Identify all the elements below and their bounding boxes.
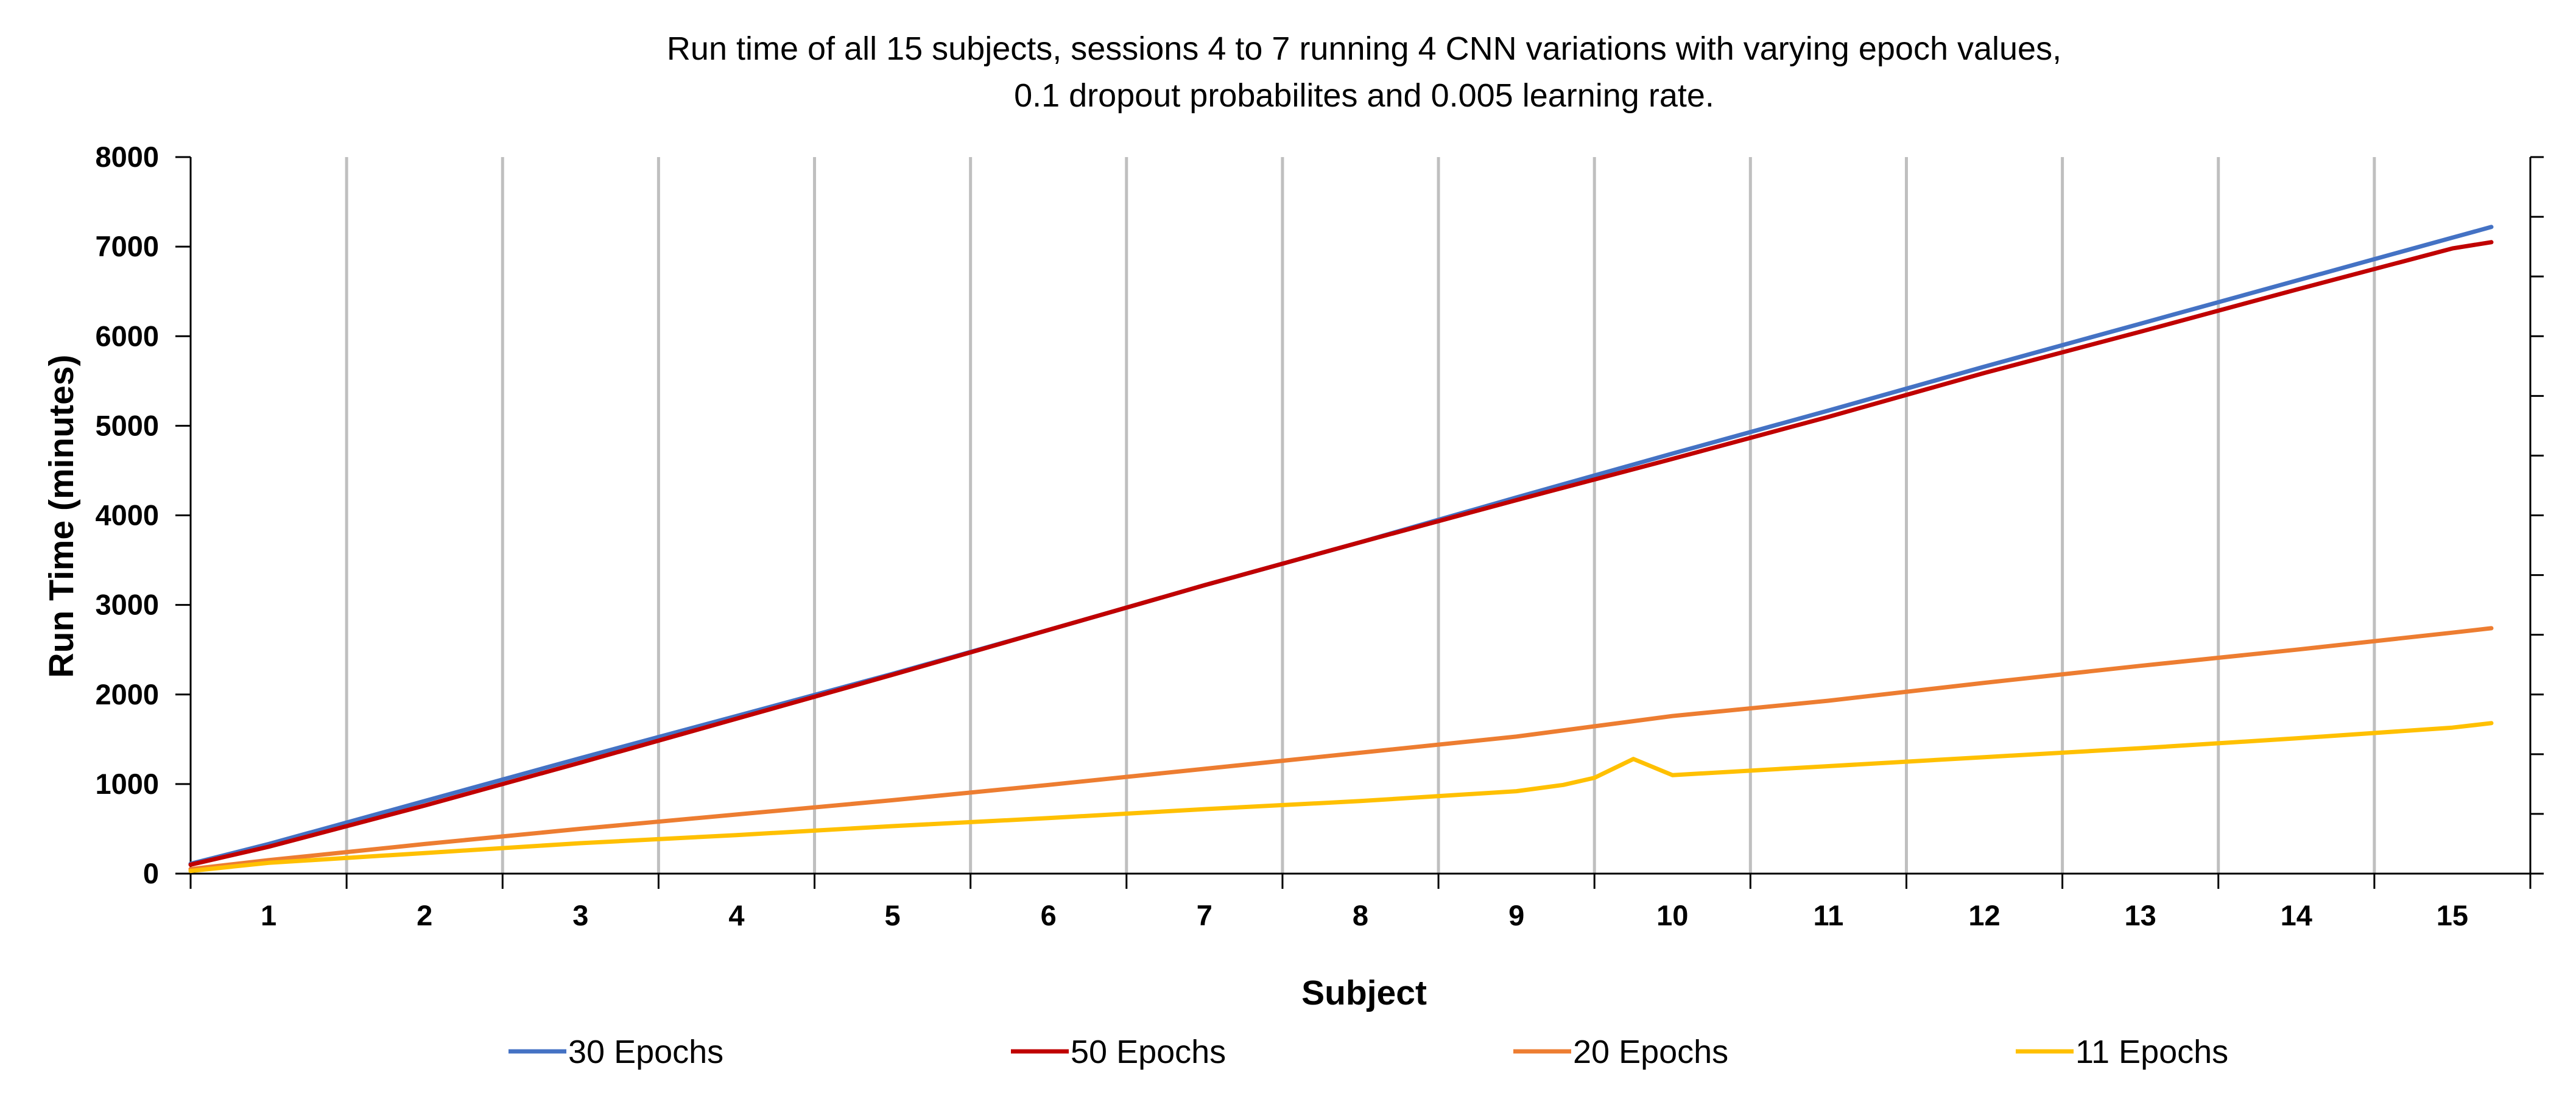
series-line: [188, 240, 2494, 867]
y-tick-label: 8000: [95, 141, 159, 173]
x-axis-title: Subject: [1301, 973, 1427, 1012]
y-tick-label: 2000: [95, 678, 159, 710]
series-lines: [188, 225, 2494, 874]
x-tick-label: 10: [1656, 899, 1688, 931]
x-tick-label: 6: [1041, 899, 1057, 931]
x-tick-label: 7: [1197, 899, 1212, 931]
legend-label: 11 Epochs: [2075, 1034, 2228, 1070]
x-tick-label: 5: [885, 899, 901, 931]
y-tick-label: 5000: [95, 409, 159, 441]
x-tick-label: 14: [2281, 899, 2312, 931]
y-tick-label: 0: [143, 857, 159, 889]
y-tick-label: 6000: [95, 320, 159, 352]
legend-label: 50 Epochs: [1071, 1034, 1226, 1070]
series-line: [188, 225, 2494, 866]
x-tick-label: 15: [2437, 899, 2468, 931]
x-tick-label: 8: [1353, 899, 1368, 931]
y-tick-label: 7000: [95, 230, 159, 262]
gridlines: [345, 157, 2376, 874]
legend-label: 20 Epochs: [1573, 1034, 1728, 1070]
x-tick-label: 13: [2125, 899, 2156, 931]
x-tick-label: 4: [728, 899, 744, 931]
chart-title-line-1: Run time of all 15 subjects, sessions 4 …: [667, 30, 2061, 67]
chart-title-line-2: 0.1 dropout probabilites and 0.005 learn…: [1014, 77, 1714, 114]
x-tick-label: 12: [1968, 899, 2000, 931]
x-tick-label: 2: [417, 899, 432, 931]
series-line: [188, 626, 2494, 872]
legend: 30 Epochs 50 Epochs 20 Epochs 11 Epochs: [509, 1034, 2228, 1070]
axes: [175, 156, 2544, 889]
y-tick-label: 3000: [95, 589, 159, 621]
legend-label: 30 Epochs: [568, 1034, 723, 1070]
y-tick-label: 4000: [95, 499, 159, 531]
x-tick-label: 11: [1814, 899, 1844, 931]
x-tick-label: 3: [572, 899, 588, 931]
y-tick-label: 1000: [95, 768, 159, 800]
y-axis-title: Run Time (minutes): [42, 355, 81, 678]
x-tick-label: 1: [261, 899, 276, 931]
series-line: [188, 721, 2494, 874]
x-tick-label: 9: [1508, 899, 1524, 931]
